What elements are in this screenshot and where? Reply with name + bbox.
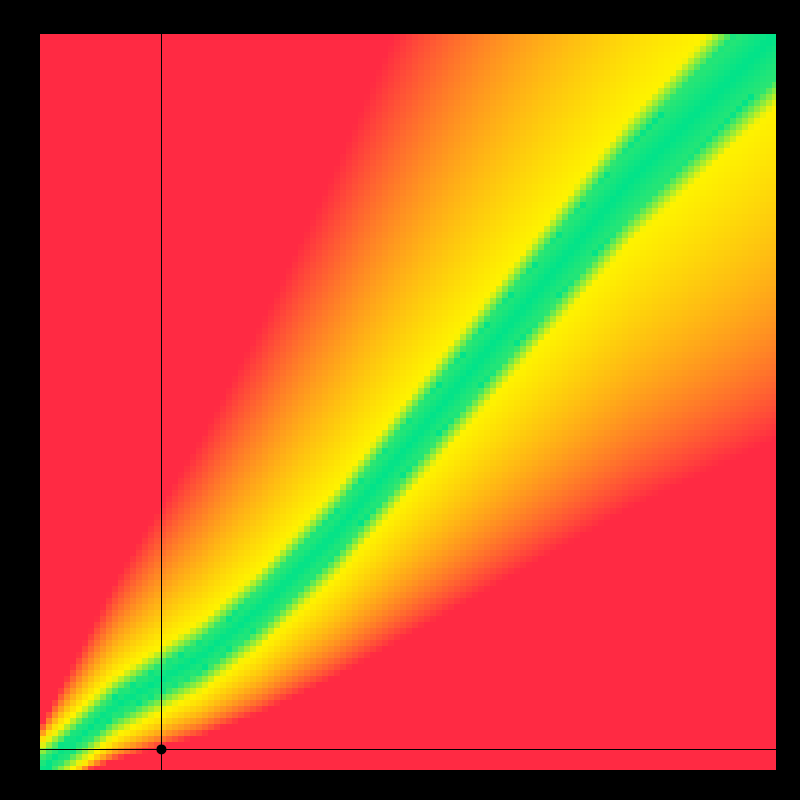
bottleneck-heatmap	[0, 0, 800, 800]
chart-container: TheBottleneck.com	[0, 0, 800, 800]
